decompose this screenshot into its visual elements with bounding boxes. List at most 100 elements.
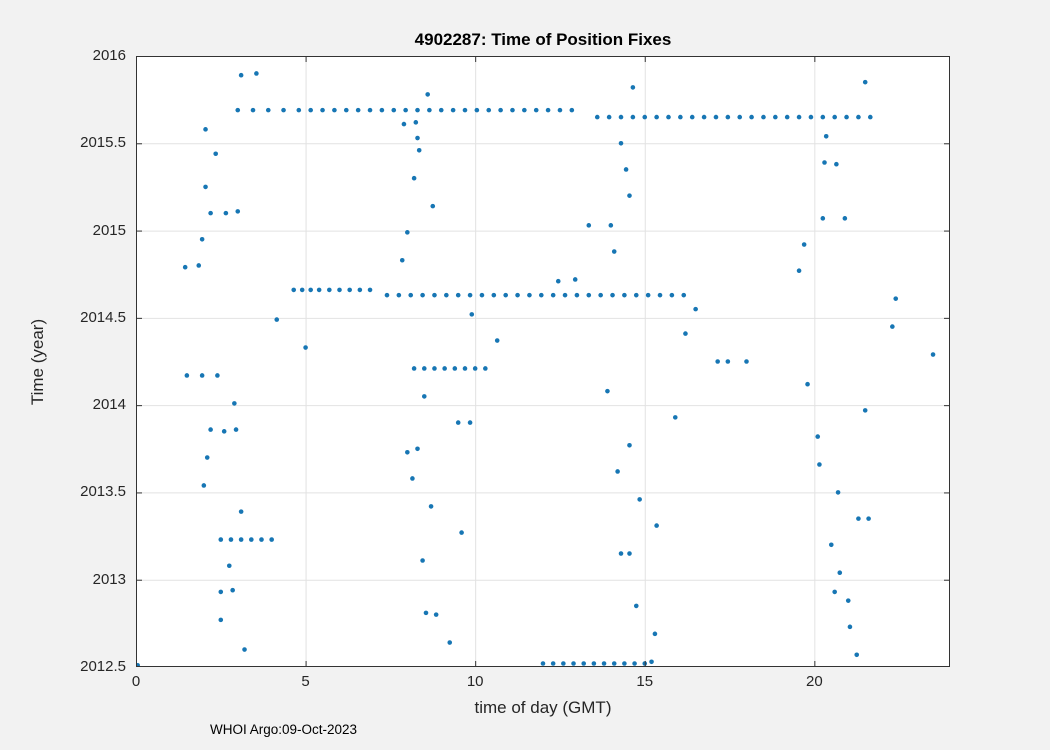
data-point [226, 563, 232, 569]
data-point [249, 537, 254, 542]
data-point [586, 223, 592, 228]
data-point [618, 551, 624, 556]
data-point [622, 661, 627, 666]
data-point [498, 107, 503, 113]
data-point [510, 107, 515, 113]
data-point [428, 504, 434, 509]
data-point [450, 107, 456, 113]
data-point [235, 107, 241, 113]
data-point [842, 216, 848, 221]
footer-text: WHOI Argo:09-Oct-2023 [210, 722, 358, 737]
data-point [817, 462, 822, 467]
data-point [649, 659, 654, 665]
data-point [835, 490, 841, 495]
data-point [455, 292, 461, 298]
data-point [862, 408, 868, 413]
data-point [415, 135, 420, 141]
data-point [847, 624, 853, 630]
data-point [832, 589, 837, 595]
data-point [522, 107, 527, 113]
data-point [569, 107, 575, 113]
data-point [430, 203, 436, 209]
data-point [196, 263, 202, 268]
data-point [557, 107, 563, 113]
data-point [455, 420, 461, 425]
data-point [415, 446, 420, 452]
data-point [269, 537, 274, 542]
data-point [561, 661, 566, 666]
data-point [725, 359, 731, 364]
data-point [238, 72, 244, 78]
data-point [630, 114, 636, 120]
data-point [408, 292, 414, 298]
data-point [555, 278, 561, 284]
data-point [642, 114, 648, 120]
chart-title: 4902287: Time of Position Fixes [414, 30, 672, 49]
data-point [254, 71, 259, 76]
data-point [598, 292, 603, 298]
data-point [627, 193, 632, 198]
data-point [681, 292, 687, 298]
data-point [623, 167, 629, 172]
data-point [204, 455, 210, 460]
data-point [452, 366, 458, 371]
data-point [367, 107, 373, 113]
data-point [233, 427, 239, 432]
data-point [610, 292, 615, 298]
data-point [834, 161, 839, 167]
data-point [232, 401, 237, 406]
data-point [343, 107, 349, 113]
data-point [379, 107, 385, 113]
data-point [725, 114, 731, 120]
data-point [320, 107, 325, 113]
data-point [615, 469, 620, 474]
data-point [405, 449, 410, 455]
data-point [637, 497, 642, 502]
data-point [805, 381, 810, 387]
data-point [230, 587, 235, 593]
data-point [425, 92, 430, 97]
y-tick-label: 2014.5 [80, 308, 126, 326]
data-point [221, 429, 227, 434]
data-point [281, 107, 286, 113]
x-tick-label: 15 [636, 673, 654, 690]
data-point [633, 292, 639, 298]
data-point [672, 415, 678, 420]
data-point [208, 427, 213, 432]
data-point [291, 287, 297, 293]
data-point [469, 312, 475, 317]
data-point [491, 292, 497, 298]
data-point [601, 661, 607, 666]
data-point [199, 373, 205, 378]
data-point [654, 114, 659, 120]
data-point [355, 107, 361, 113]
data-point [199, 237, 205, 242]
axes-box [136, 56, 950, 667]
data-point [201, 483, 207, 488]
data-point [737, 114, 743, 120]
data-point [837, 570, 843, 576]
data-point [761, 114, 766, 120]
data-point [669, 292, 675, 298]
data-point [627, 442, 632, 448]
y-tick-label: 2013.5 [80, 483, 126, 501]
data-point [683, 331, 688, 336]
data-point [657, 292, 663, 298]
data-point [701, 114, 707, 120]
data-point [442, 366, 447, 371]
x-tick-label: 0 [131, 673, 141, 690]
data-point [678, 114, 683, 120]
data-point [581, 661, 586, 666]
data-point [299, 287, 305, 293]
data-point [820, 114, 826, 120]
data-point [844, 114, 849, 120]
y-axis-label: Time (year) [28, 318, 47, 406]
data-point [367, 287, 373, 293]
data-point [652, 631, 658, 637]
data-point [203, 127, 208, 132]
data-point [459, 530, 464, 535]
data-point [618, 140, 624, 146]
data-point [796, 114, 802, 120]
data-point [867, 114, 873, 120]
